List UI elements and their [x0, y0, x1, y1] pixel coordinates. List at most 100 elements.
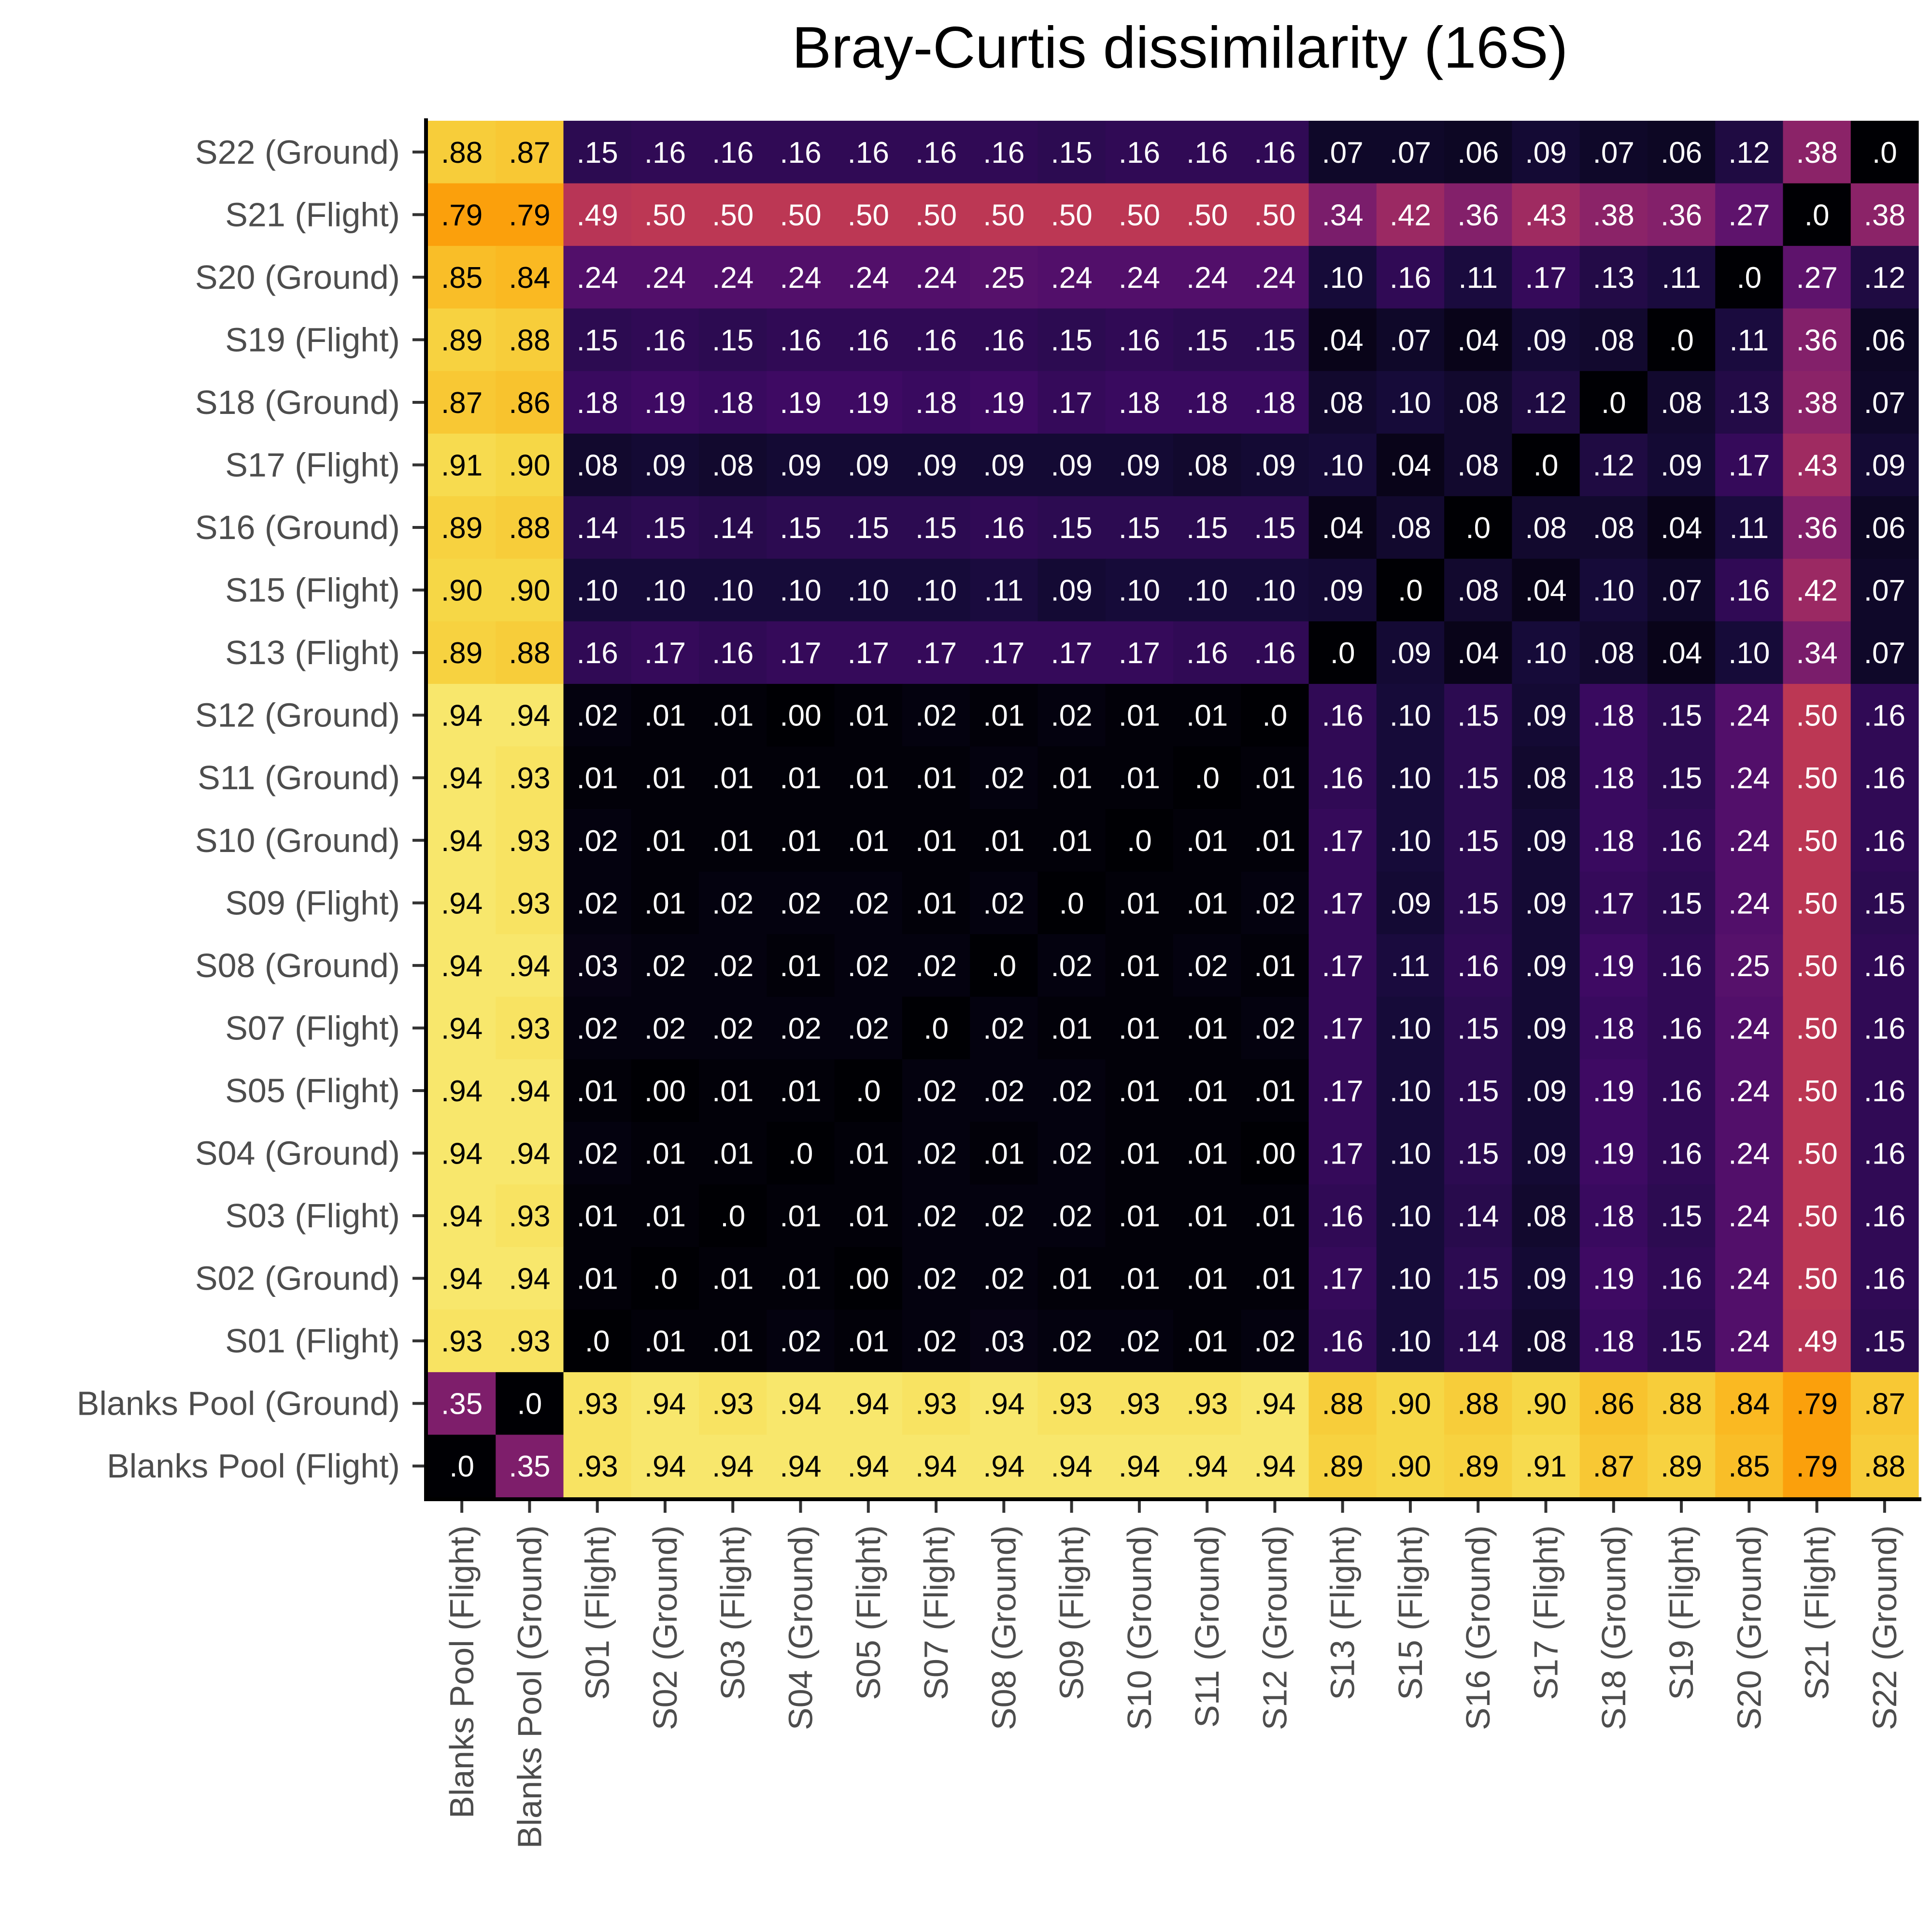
heatmap-cell [1444, 433, 1512, 497]
heatmap-cell [1308, 871, 1377, 935]
cell-value-label: .09 [1119, 449, 1160, 483]
cell-value-label: .01 [644, 1200, 686, 1233]
cell-value-label: .91 [1525, 1450, 1566, 1483]
heatmap-cell [834, 558, 903, 622]
heatmap-cell [1783, 433, 1851, 497]
heatmap-cell [1647, 683, 1716, 747]
cell-value-label: .50 [1796, 762, 1837, 795]
y-tick-label: S21 (Flight) [225, 196, 400, 233]
cell-value-label: .02 [983, 762, 1024, 795]
heatmap-cell [1579, 683, 1648, 747]
heatmap-cell [428, 996, 496, 1060]
cell-value-label: .16 [1661, 1012, 1702, 1045]
heatmap-cell [767, 496, 835, 559]
heatmap-cell [767, 433, 835, 497]
cell-value-label: .03 [577, 950, 618, 983]
cell-value-label: .94 [644, 1450, 686, 1483]
heatmap-cell [428, 621, 496, 684]
y-tick-label: S12 (Ground) [195, 696, 400, 734]
cell-value-label: .02 [577, 824, 618, 858]
cell-value-label: .86 [509, 386, 550, 420]
cell-value-label: .10 [915, 574, 957, 608]
heatmap-cell [631, 746, 699, 810]
cell-value-label: .88 [509, 637, 550, 670]
cell-value-label: .08 [1593, 511, 1634, 545]
cell-value-label: .15 [1186, 511, 1228, 545]
cell-value-label: .15 [1457, 824, 1499, 858]
heatmap-cell [1850, 183, 1919, 246]
heatmap-cell [563, 558, 632, 622]
cell-value-label: .12 [1864, 261, 1905, 295]
heatmap-cell [767, 1059, 835, 1122]
heatmap-cell [631, 433, 699, 497]
y-tick-label: S07 (Flight) [225, 1009, 400, 1047]
cell-value-label: .08 [1186, 449, 1228, 483]
heatmap-cell [1444, 1435, 1512, 1498]
heatmap-cell [1376, 1309, 1445, 1373]
cell-value-label: .09 [1525, 1012, 1566, 1045]
heatmap-cell [1241, 496, 1309, 559]
cell-value-label: .50 [1796, 1200, 1837, 1233]
heatmap-cell [767, 1122, 835, 1185]
heatmap-cell [1444, 183, 1512, 246]
x-tick-label: S04 (Ground) [782, 1525, 820, 1730]
cell-value-label: .01 [1186, 1137, 1228, 1171]
cell-value-label: .25 [1728, 950, 1770, 983]
heatmap-cell [1783, 871, 1851, 935]
cell-value-label: .18 [1593, 1200, 1634, 1233]
y-axis-labels: S22 (Ground) S21 (Flight) S20 (Ground) S19 … [77, 133, 400, 1485]
heatmap-cell [767, 121, 835, 184]
heatmap-cell [767, 871, 835, 935]
heatmap-cell [970, 1247, 1038, 1310]
heatmap-cell [1308, 183, 1377, 246]
heatmap-cell [1308, 121, 1377, 184]
cell-value-label: .01 [1186, 1012, 1228, 1045]
y-tick-label: S20 (Ground) [195, 258, 400, 296]
cell-value-label: .16 [1661, 824, 1702, 858]
cell-value-label: .16 [1661, 1137, 1702, 1171]
cell-value-label: .04 [1525, 574, 1566, 608]
cell-value-label: .24 [1254, 261, 1295, 295]
heatmap-cell [1850, 1435, 1919, 1498]
cell-value-label: .84 [509, 261, 550, 295]
heatmap-cell [1647, 746, 1716, 810]
heatmap-cell [1173, 996, 1241, 1060]
heatmap-cell [970, 934, 1038, 997]
heatmap-cell [1579, 1122, 1648, 1185]
cell-value-label: .01 [1254, 950, 1295, 983]
heatmap-cell [699, 246, 767, 309]
heatmap-cell [1241, 121, 1309, 184]
cell-value-label: .0 [991, 950, 1016, 983]
heatmap-cell [767, 1372, 835, 1435]
cell-value-label: .16 [1864, 1012, 1905, 1045]
x-tick-label: S17 (Flight) [1527, 1525, 1565, 1700]
heatmap-cell [1647, 183, 1716, 246]
cell-value-label: .19 [1593, 950, 1634, 983]
cell-value-label: .88 [1457, 1388, 1499, 1421]
cell-value-label: .01 [712, 824, 753, 858]
cell-value-label: .0 [1601, 386, 1626, 420]
cell-value-label: .35 [441, 1388, 483, 1421]
cell-value-label: .10 [712, 574, 753, 608]
heatmap-cell [767, 308, 835, 371]
x-tick-label: S20 (Ground) [1730, 1525, 1768, 1730]
heatmap-cell [1241, 308, 1309, 371]
heatmap-cell [1308, 1184, 1377, 1248]
cell-value-label: .34 [1796, 637, 1837, 670]
cell-value-label: .94 [1186, 1450, 1228, 1483]
cell-value-label: .0 [1736, 261, 1762, 295]
heatmap-cell [1512, 371, 1580, 434]
heatmap-cell [428, 308, 496, 371]
heatmap-cell [1512, 1059, 1580, 1122]
heatmap-cell [970, 1435, 1038, 1498]
cell-value-label: .16 [915, 136, 957, 170]
heatmap-cell [1308, 558, 1377, 622]
heatmap-cell [1579, 183, 1648, 246]
cell-value-label: .10 [1186, 574, 1228, 608]
heatmap-cell [1037, 558, 1106, 622]
cell-value-label: .01 [915, 824, 957, 858]
cell-value-label: .01 [1254, 1263, 1295, 1296]
cell-value-label: .02 [780, 887, 821, 920]
heatmap-cell [1850, 746, 1919, 810]
heatmap-cell [1376, 121, 1445, 184]
